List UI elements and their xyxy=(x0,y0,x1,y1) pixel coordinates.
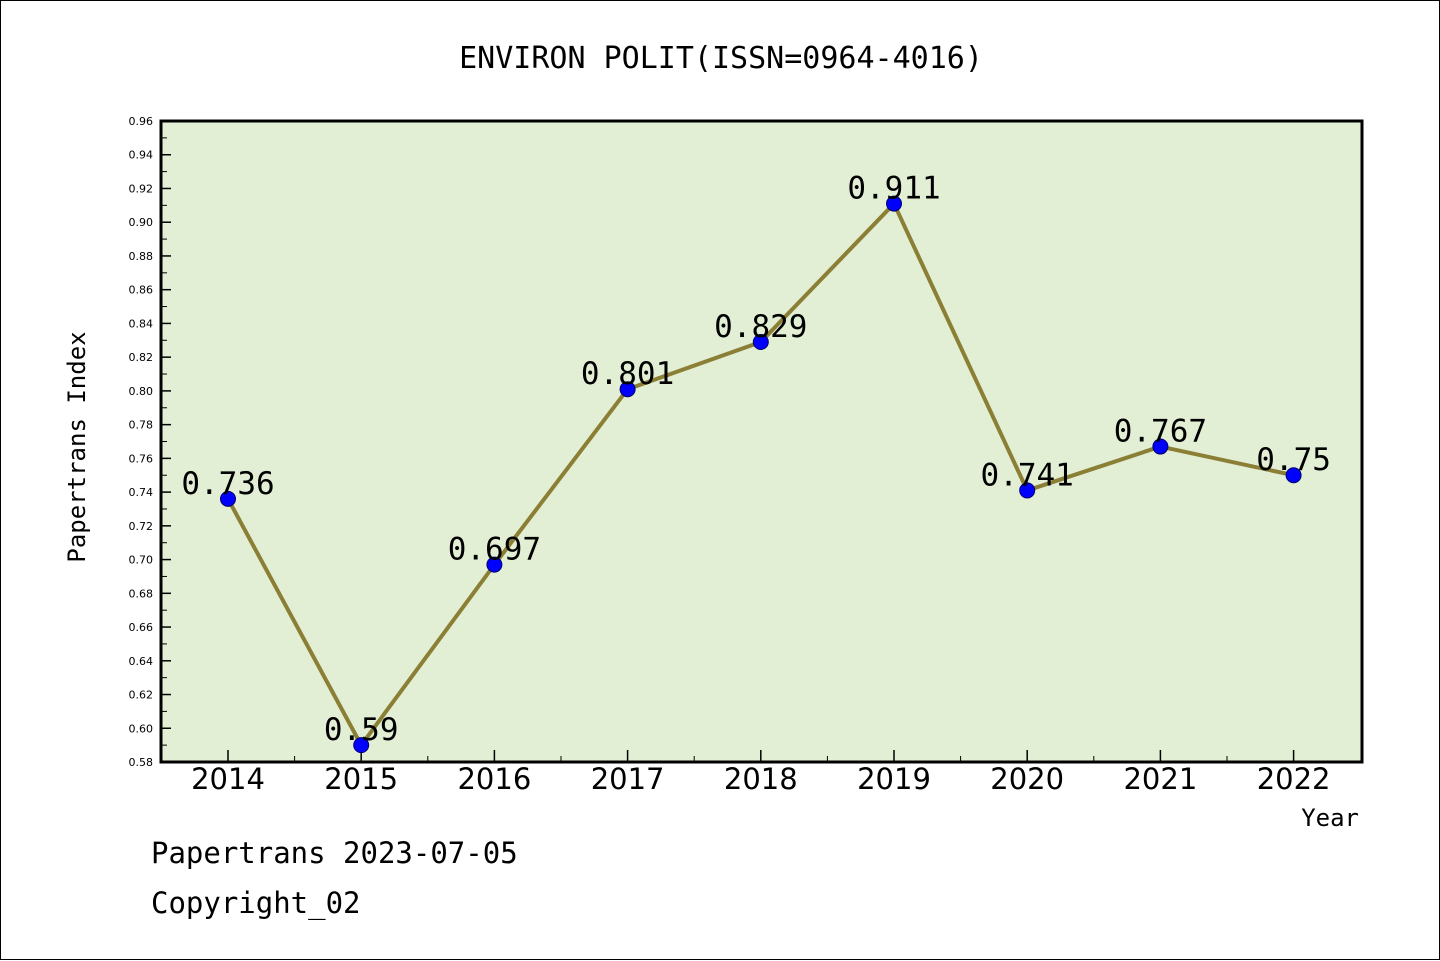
y-tick-label: 0.76 xyxy=(129,452,154,465)
y-tick-label: 0.68 xyxy=(129,587,154,600)
y-tick-label: 0.72 xyxy=(129,520,154,533)
x-tick-label: 2015 xyxy=(324,762,398,796)
series-line-group xyxy=(220,195,1302,754)
y-tick-label: 0.84 xyxy=(129,317,154,330)
data-label: 0.801 xyxy=(581,356,674,392)
data-label: 0.911 xyxy=(847,171,940,207)
x-tick-label: 2019 xyxy=(857,762,931,796)
data-point-marker xyxy=(619,381,636,398)
footer-copyright: Copyright_02 xyxy=(151,886,361,920)
footer-date: Papertrans 2023-07-05 xyxy=(151,836,518,870)
y-tick-label: 0.92 xyxy=(129,182,154,195)
x-tick-label: 2014 xyxy=(191,762,265,796)
y-tick-label: 0.86 xyxy=(129,284,154,297)
y-tick-label: 0.90 xyxy=(129,216,154,229)
data-label: 0.736 xyxy=(181,466,274,502)
x-tick-label: 2021 xyxy=(1123,762,1197,796)
data-point-marker xyxy=(486,556,503,573)
data-point-marker xyxy=(220,490,236,507)
data-point-marker xyxy=(752,333,769,350)
data-label: 0.767 xyxy=(1114,414,1207,450)
x-tick-label: 2017 xyxy=(591,762,665,796)
x-axis: 2014 2015 2016 2017 2018 2019 2020 2021 2022 xyxy=(191,750,1331,796)
y-tick-label: 0.74 xyxy=(129,486,154,499)
x-tick-label: 2018 xyxy=(724,762,798,796)
data-point-marker xyxy=(1019,482,1036,499)
y-tick-label: 0.94 xyxy=(129,149,154,162)
y-tick-label: 0.62 xyxy=(129,689,154,702)
y-tick-label: 0.60 xyxy=(129,722,154,735)
data-label: 0.59 xyxy=(324,712,399,748)
data-label: 0.741 xyxy=(981,457,1074,493)
x-tick-label: 2016 xyxy=(457,762,531,796)
x-tick-label: 2022 xyxy=(1257,762,1331,796)
chart-title: ENVIRON POLIT(ISSN=0964-4016) xyxy=(459,41,983,76)
data-label: 0.829 xyxy=(714,309,807,345)
data-point-marker xyxy=(353,737,370,754)
data-point-marker xyxy=(1285,467,1302,484)
y-axis: 0.58 0.60 0.62 0.64 0.66 0.68 0.70 0.72 0.74 0.76… xyxy=(129,115,171,769)
y-tick-label: 0.96 xyxy=(129,115,154,128)
x-axis-title: Year xyxy=(1301,804,1359,832)
y-tick-label: 0.66 xyxy=(129,621,154,634)
y-tick-label: 0.64 xyxy=(129,655,154,668)
y-tick-label: 0.80 xyxy=(129,385,154,398)
data-labels: 0.736 0.59 0.697 0.801 0.829 0.911 0.741 0.767 0… xyxy=(181,171,1331,748)
data-label: 0.75 xyxy=(1256,442,1331,478)
y-tick-label: 0.82 xyxy=(129,351,154,364)
data-label: 0.697 xyxy=(448,532,541,568)
x-tick-label: 2020 xyxy=(990,762,1064,796)
y-tick-label: 0.88 xyxy=(129,250,154,263)
y-tick-label: 0.78 xyxy=(129,419,154,432)
y-tick-label: 0.70 xyxy=(129,554,154,567)
y-axis-title: Papertrans Index xyxy=(63,331,91,562)
y-tick-label: 0.58 xyxy=(129,756,154,769)
data-point-marker xyxy=(1152,438,1169,455)
data-point-marker xyxy=(886,195,902,212)
